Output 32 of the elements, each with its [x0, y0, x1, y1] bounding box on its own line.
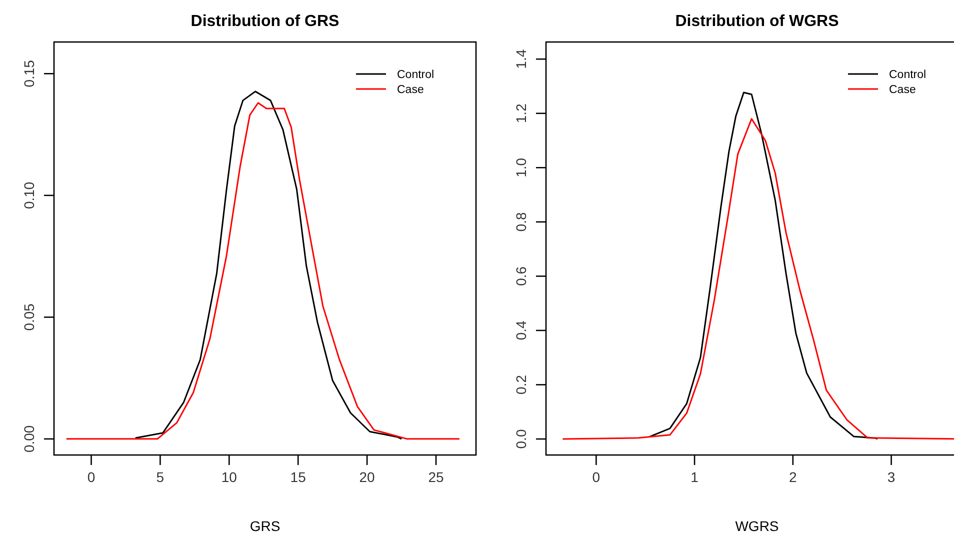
- legend-label: Control: [889, 69, 926, 81]
- y-tick-label: 0.00: [21, 425, 37, 453]
- legend-label: Case: [889, 84, 916, 96]
- chart-title: Distribution of WGRS: [675, 13, 840, 30]
- y-tick-label: 0.10: [21, 182, 37, 210]
- x-tick-label: 2: [789, 469, 798, 485]
- x-tick-label: 1: [690, 469, 699, 485]
- x-tick-label: 0: [87, 469, 96, 485]
- y-tick-label: 0.2: [513, 374, 529, 394]
- y-tick-label: 0.4: [513, 320, 529, 340]
- x-tick-label: 10: [221, 469, 238, 485]
- y-tick-label: 0.8: [513, 212, 529, 232]
- legend-label: Case: [397, 84, 424, 96]
- y-tick-label: 1.4: [513, 49, 529, 69]
- x-tick-label: 15: [290, 469, 306, 485]
- y-tick-label: 0.6: [513, 266, 529, 286]
- x-tick-label: 0: [592, 469, 600, 485]
- line-series: [648, 92, 878, 440]
- legend-label: Control: [397, 69, 434, 81]
- x-axis-title: GRS: [250, 518, 280, 534]
- y-tick-label: 0.0: [513, 429, 529, 449]
- x-tick-label: 3: [887, 469, 896, 485]
- y-tick-label: 1.2: [513, 103, 529, 124]
- y-tick-label: 0.05: [21, 303, 37, 331]
- y-tick-label: 0.15: [21, 60, 37, 88]
- y-tick-label: 1.0: [513, 158, 529, 178]
- chart-title: Distribution of GRS: [190, 13, 340, 30]
- x-tick-label: 20: [359, 469, 376, 485]
- x-tick-label: 25: [428, 469, 444, 485]
- x-tick-label: 5: [156, 469, 164, 485]
- line-series: [66, 102, 460, 440]
- x-axis-title: WGRS: [735, 518, 779, 534]
